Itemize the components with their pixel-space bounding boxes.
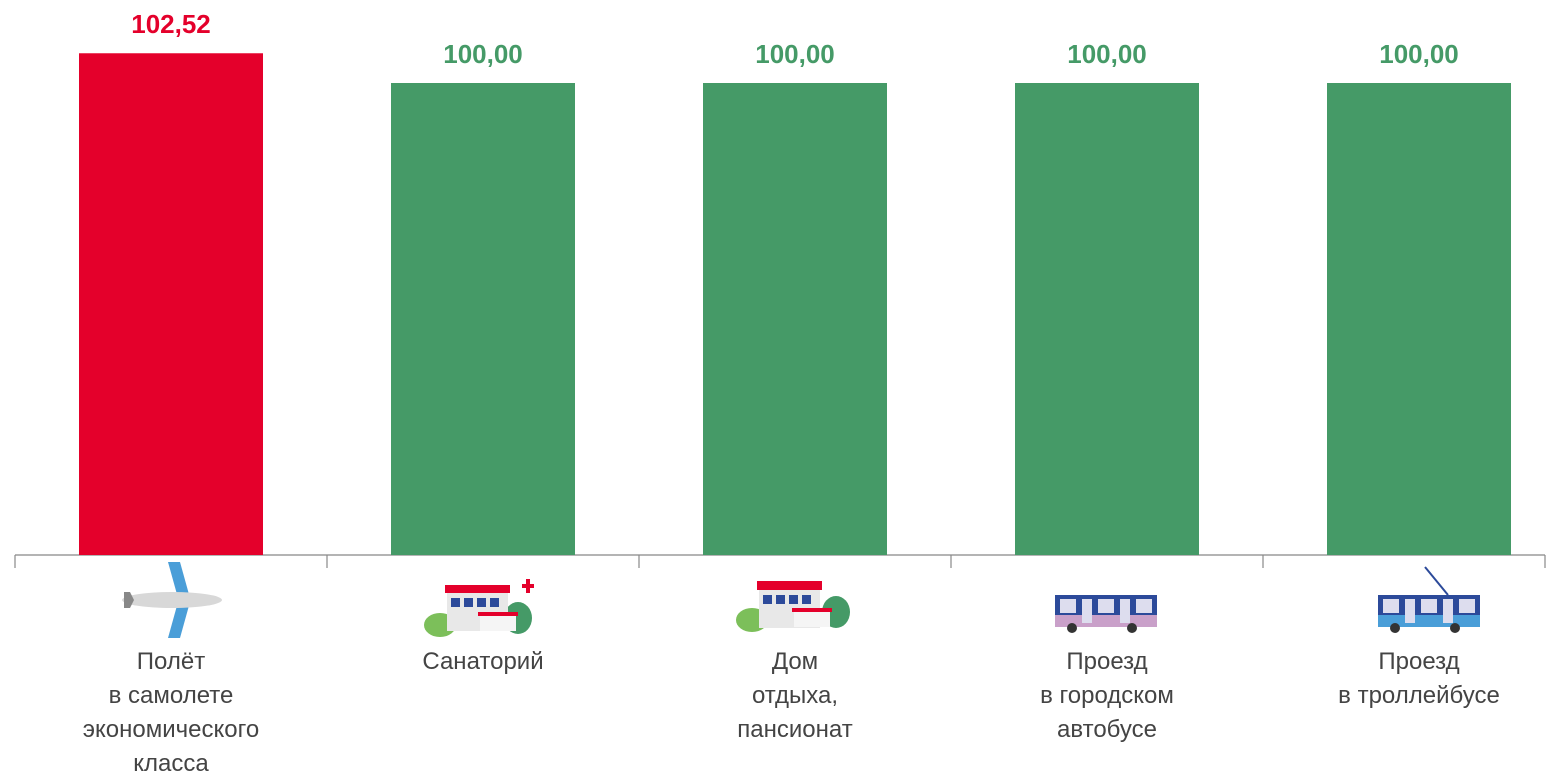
value-label: 100,00 — [1067, 39, 1147, 69]
bar — [79, 53, 263, 555]
icon-rest-house — [736, 581, 850, 632]
label-line: отдыха, — [752, 682, 838, 709]
bar — [391, 83, 575, 555]
label-line: Проезд — [1066, 648, 1147, 675]
label-line: класса — [133, 750, 209, 771]
label-line: в городском — [1040, 682, 1174, 709]
label-line: пансионат — [737, 716, 852, 743]
icon-plane — [122, 562, 222, 638]
x-tick-label: Проезд в городском автобусе — [1040, 648, 1174, 743]
value-label: 100,00 — [443, 39, 523, 69]
label-line: в троллейбусе — [1338, 682, 1500, 709]
x-tick-label: Полёт в самолете экономического класса — [83, 648, 259, 771]
value-label: 102,52 — [131, 9, 211, 39]
label-line: Дом — [772, 648, 818, 675]
icon-trolleybus — [1378, 566, 1480, 633]
label-line: в самолете — [109, 682, 234, 709]
icon-sanatorium — [424, 579, 534, 637]
icon-bus — [1055, 595, 1157, 633]
x-tick-label: Дом отдыха, пансионат — [737, 648, 852, 743]
label-line: Полёт — [137, 648, 205, 675]
label-line: Проезд — [1378, 648, 1459, 675]
bar — [1327, 83, 1511, 555]
bar — [703, 83, 887, 555]
x-tick-label: Санаторий — [422, 648, 543, 675]
value-label: 100,00 — [1379, 39, 1459, 69]
axis — [14, 554, 1546, 568]
bar — [1015, 83, 1199, 555]
label-line: Санаторий — [422, 648, 543, 675]
label-line: автобусе — [1057, 716, 1157, 743]
x-tick-label: Проезд в троллейбусе — [1338, 648, 1500, 709]
label-line: экономического — [83, 716, 259, 743]
value-label: 100,00 — [755, 39, 835, 69]
